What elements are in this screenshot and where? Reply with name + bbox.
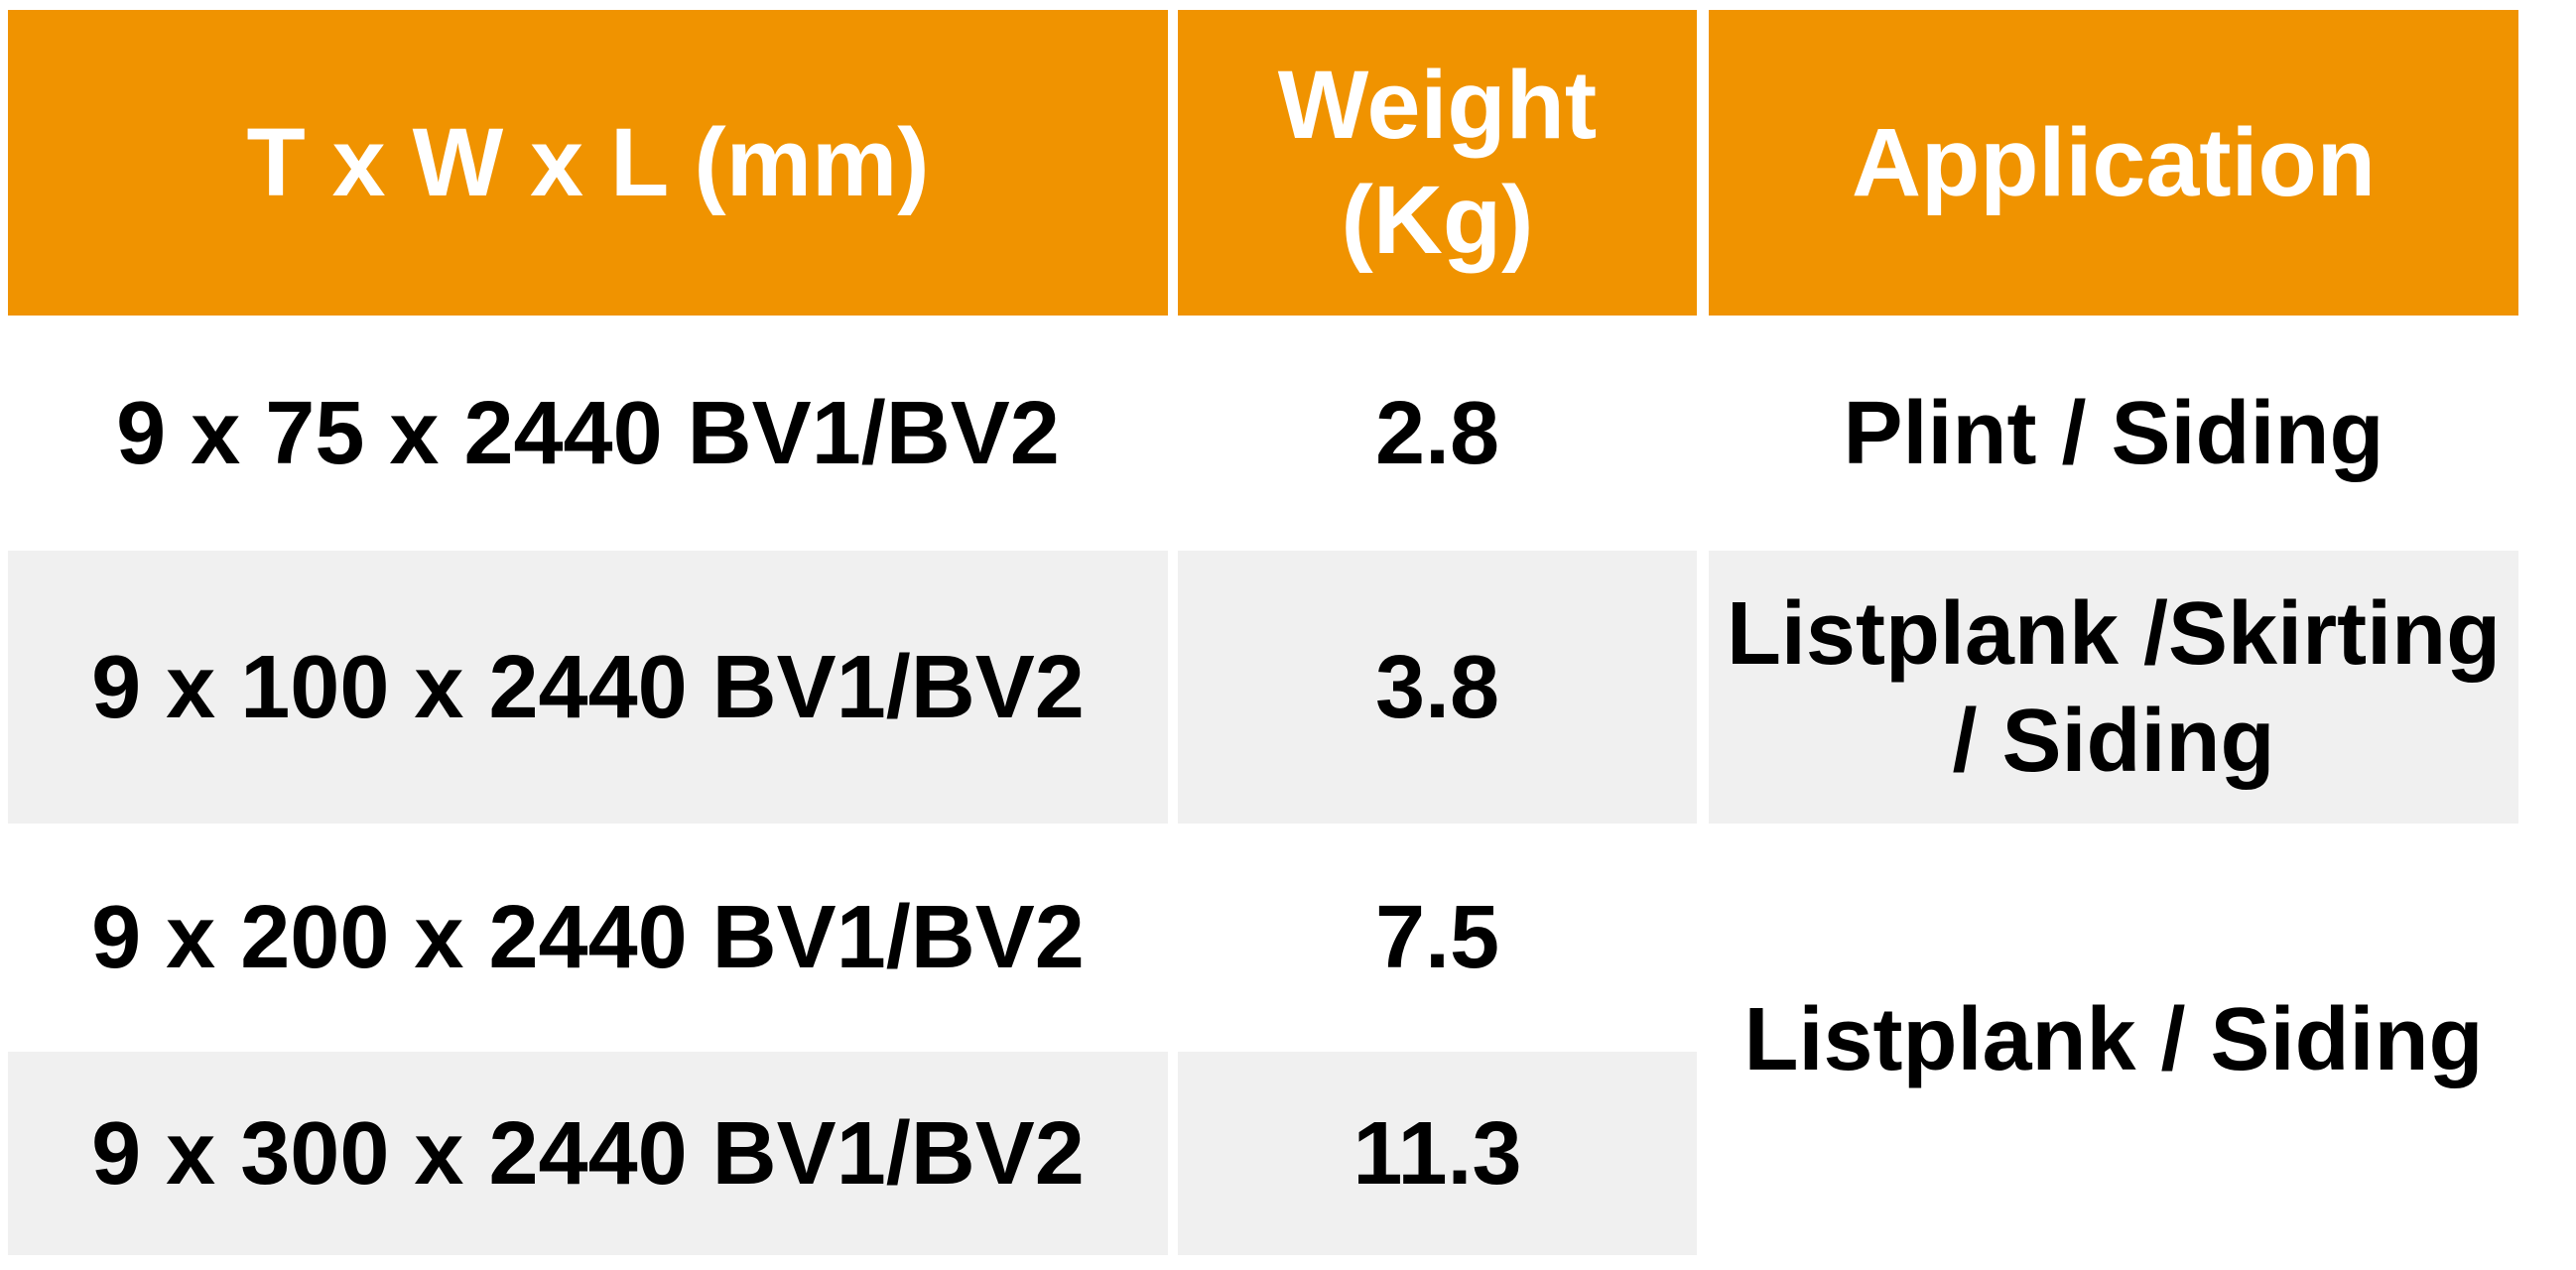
column-header-application: Application	[1697, 10, 2518, 316]
column-header-dimensions-label: T x W x L (mm)	[246, 107, 930, 216]
column-header-weight: Weight (Kg)	[1168, 10, 1703, 316]
header-row: T x W x L (mm) Weight (Kg) Application	[8, 10, 2518, 316]
application-cell-merged: Listplank / Siding	[1697, 824, 2518, 1255]
weight-cell: 2.8	[1168, 316, 1703, 551]
size-cell: 9 x 300 x 2440 BV1/BV2	[8, 1052, 1173, 1255]
application-text: Listplank / Siding	[1743, 989, 2484, 1089]
weight-cell: 7.5	[1168, 824, 1703, 1052]
size-cell: 9 x 75 x 2440 BV1/BV2	[8, 316, 1173, 551]
table-row: 9 x 100 x 2440 BV1/BV2 3.8 Listplank /Sk…	[8, 551, 2518, 824]
column-header-application-label: Application	[1851, 107, 2377, 216]
application-text-line1: Listplank /Skirting	[1726, 583, 2502, 684]
column-header-weight-label-line1: Weight	[1277, 50, 1598, 159]
size-cell: 9 x 200 x 2440 BV1/BV2	[8, 824, 1173, 1052]
product-spec-table: T x W x L (mm) Weight (Kg) Application 9…	[8, 10, 2518, 1255]
weight-cell: 3.8	[1168, 551, 1703, 824]
application-text: Plint / Siding	[1843, 383, 2384, 483]
application-text-line2: / Siding	[1952, 691, 2275, 791]
table-row: 9 x 75 x 2440 BV1/BV2 2.8 Plint / Siding	[8, 316, 2518, 551]
column-header-weight-label-line2: (Kg)	[1341, 166, 1534, 274]
table-row: 9 x 300 x 2440 BV1/BV2 11.3	[8, 1052, 2518, 1255]
table-row: 9 x 200 x 2440 BV1/BV2 7.5 Listplank / S…	[8, 824, 2518, 1255]
application-cell: Plint / Siding	[1697, 316, 2518, 551]
weight-cell: 11.3	[1168, 1052, 1703, 1255]
application-cell: Listplank /Skirting / Siding	[1697, 551, 2518, 824]
column-header-dimensions: T x W x L (mm)	[8, 10, 1173, 316]
size-cell: 9 x 100 x 2440 BV1/BV2	[8, 551, 1173, 824]
